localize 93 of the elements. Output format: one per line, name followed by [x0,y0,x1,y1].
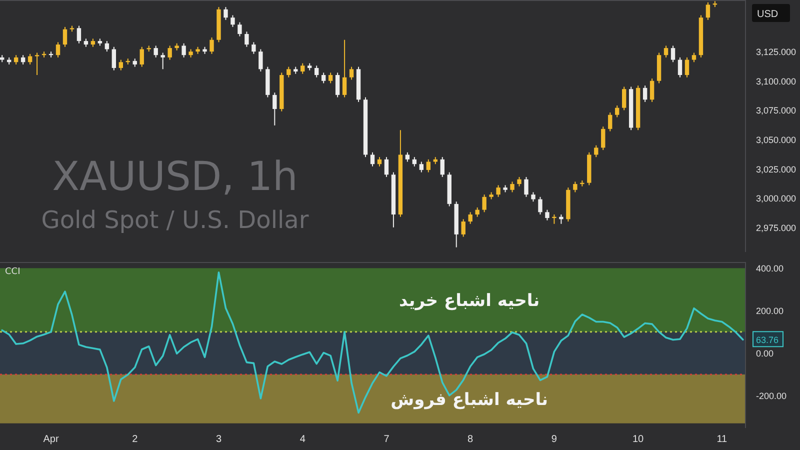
y-tick-label: 400.00 [756,264,784,274]
candlestick [20,54,26,65]
candlestick [224,6,228,20]
x-tick-label: 4 [300,434,306,445]
y-tick-label: 3,125.000 [756,47,796,58]
text: CCI [5,267,20,277]
candlestick [62,26,68,48]
candlestick [642,85,648,102]
candlestick [28,53,32,65]
x-tick-label: 7 [384,434,390,445]
candlestick [426,158,431,173]
candlestick [482,194,486,213]
x-tick-label: 8 [468,434,474,445]
candlestick [140,46,144,68]
candlestick [328,72,333,84]
candlestick [182,42,186,58]
candlestick [412,156,417,167]
band-label: ناحیه اشباع فروش [390,390,548,410]
band-label: ناحیه اشباع خرید [399,291,540,312]
candlestick [384,156,389,178]
candlestick [559,214,564,224]
candlestick [252,42,256,54]
candlestick [349,66,354,80]
candlestick [272,92,277,126]
y-tick-label: -200.00 [756,391,787,402]
y-axis-title: USD [757,9,778,20]
text: 63.76 [756,335,779,346]
candlestick [230,14,235,28]
candlestick [168,45,172,60]
y-tick-label: 3,000.000 [756,194,796,204]
x-tick-label: 2 [132,434,138,445]
candlestick [678,56,682,78]
y-tick-label: 200.00 [756,306,784,316]
candlestick [14,54,18,65]
candlestick [244,31,249,48]
candlestick [531,192,536,202]
candlestick [601,126,606,151]
candlestick [538,196,542,215]
candlestick [210,37,214,54]
candlestick [321,72,326,84]
candlestick [34,52,40,76]
candlestick [517,176,522,187]
candlestick [510,181,514,193]
candlestick [524,176,528,198]
candlestick [594,144,598,158]
candlestick [314,65,319,78]
candlestick [608,112,612,132]
candlestick [76,25,82,44]
candlestick [370,152,375,167]
candlestick [475,206,480,218]
y-tick-label: 0.00 [756,348,774,359]
candlestick [545,209,550,221]
candlestick [238,22,242,37]
candlestick [615,104,620,118]
candlestick [342,39,347,98]
x-tick-label: 11 [716,434,728,445]
y-tick-label: 3,025.000 [756,164,796,174]
y-tick-label: 3,050.000 [756,134,796,145]
candlestick [160,52,165,70]
candlestick [706,2,710,20]
candlestick [286,66,291,78]
candlestick [258,48,263,72]
candlestick [622,86,626,111]
candlestick [300,62,305,74]
y-tick-label: 3,100.000 [756,76,796,86]
x-tick-label: Apr [43,434,60,445]
candlestick [112,46,116,71]
candlestick [650,78,654,102]
candlestick [56,42,60,58]
text: XAUUSD, 1h [52,154,298,200]
x-tick-label: 10 [632,434,644,445]
candlestick [461,218,466,238]
candlestick [692,52,696,63]
candlestick [552,214,556,224]
text: Gold Spot / U.S. Dollar [41,206,309,234]
candlestick [684,56,690,78]
x-tick-label: 9 [551,434,558,445]
candlestick [670,45,676,63]
candlestick [496,184,500,198]
candlestick [419,161,424,173]
x-tick-label: 3 [216,434,222,445]
candlestick [154,45,158,58]
candlestick [664,45,668,58]
candlestick [440,156,444,178]
candlestick [335,72,340,98]
candlestick [573,181,578,193]
candlestick [468,212,472,224]
y-tick-label: 3,075.000 [756,106,796,116]
candlestick [104,40,110,52]
candlestick [377,156,382,167]
candlestick [405,152,410,162]
y-tick-label: 2,975.000 [756,222,796,233]
candlestick [118,59,123,71]
